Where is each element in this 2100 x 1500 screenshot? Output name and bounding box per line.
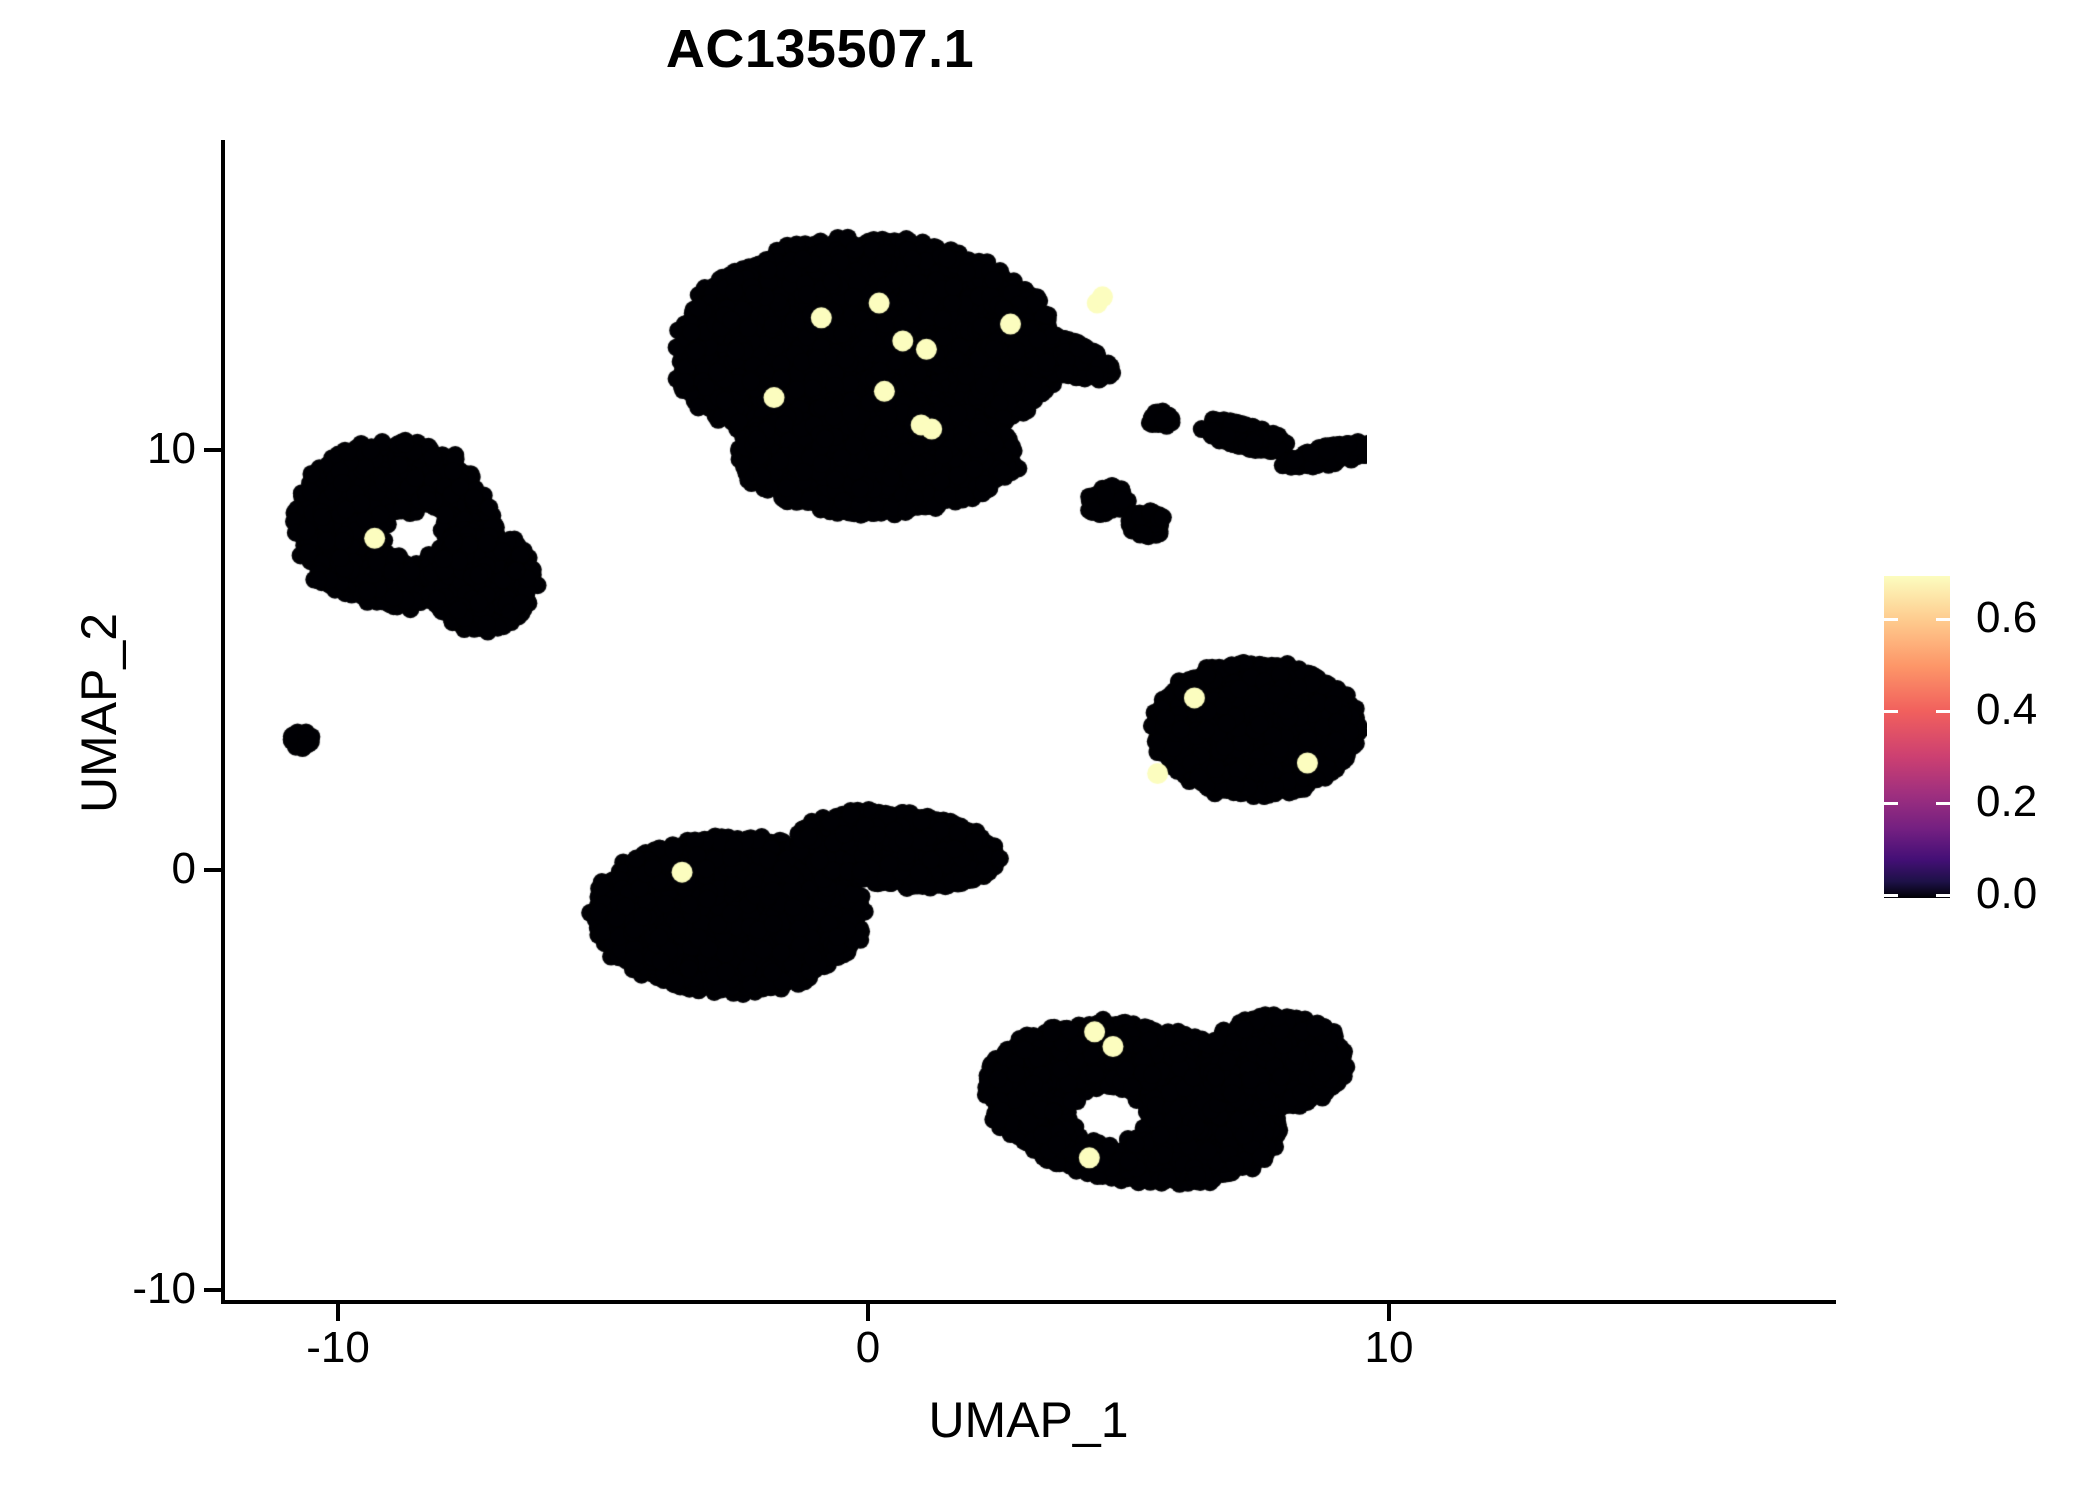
x-tick-mark <box>1387 1304 1391 1321</box>
colorbar-tick <box>1936 710 1950 713</box>
y-axis-line <box>221 140 225 1304</box>
colorbar-tick <box>1884 710 1898 713</box>
x-tick-label-0: 0 <box>855 1323 881 1372</box>
x-axis-title: UMAP_1 <box>928 1392 1129 1448</box>
colorbar-label-04: 0.4 <box>1976 685 2038 734</box>
colorbar-gradient <box>1884 576 1950 898</box>
y-tick-mark <box>204 868 221 872</box>
colorbar-tick <box>1884 618 1898 621</box>
colorbar-tick <box>1884 802 1898 805</box>
y-tick-label-neg10: -10 <box>132 1264 196 1313</box>
colorbar-legend: 0.6 0.4 0.2 0.0 <box>1884 576 2084 916</box>
colorbar-label-02: 0.2 <box>1976 777 2038 826</box>
page-title: AC135507.1 <box>665 19 975 79</box>
colorbar-tick <box>1936 802 1950 805</box>
colorbar-tick <box>1936 894 1950 897</box>
x-tick-mark <box>336 1304 340 1321</box>
x-tick-label-neg10: -10 <box>306 1323 370 1372</box>
scatter-plot-canvas <box>222 140 1367 1302</box>
colorbar-tick <box>1884 894 1898 897</box>
y-tick-mark <box>204 1288 221 1292</box>
y-tick-mark <box>204 448 221 452</box>
colorbar-tick <box>1936 618 1950 621</box>
colorbar-label-00: 0.0 <box>1976 869 2038 918</box>
y-tick-label-10: 10 <box>147 424 196 473</box>
colorbar-label-06: 0.6 <box>1976 593 2038 642</box>
x-tick-mark <box>866 1304 870 1321</box>
y-tick-label-0: 0 <box>171 844 196 893</box>
y-axis-title: UMAP_2 <box>71 612 127 814</box>
x-tick-label-10: 10 <box>1364 1323 1414 1372</box>
x-axis-line <box>221 1300 1836 1304</box>
